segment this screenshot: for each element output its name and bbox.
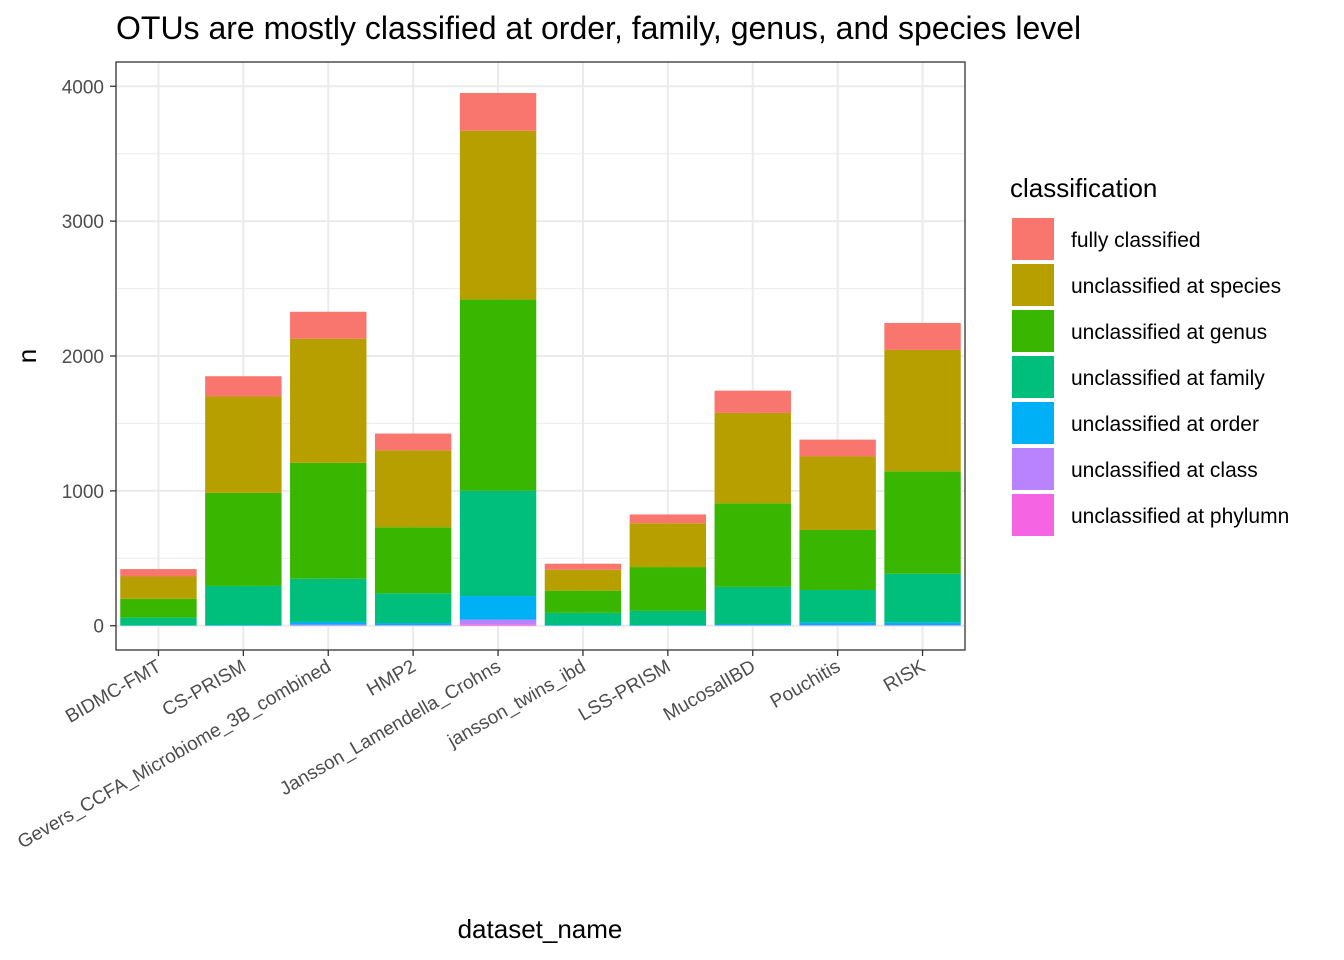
y-tick-label: 4000 — [62, 77, 104, 98]
bar-segment-jansson_twins_ibd-6 — [544, 563, 622, 570]
bar-segment-jansson_twins_ibd-3 — [544, 612, 622, 626]
legend-label: unclassified at species — [1071, 275, 1281, 298]
legend-key — [1012, 218, 1054, 260]
x-tick-label: jansson_twins_ibd — [444, 656, 590, 752]
bar-segment-Jansson_Lamendella_Crohns-2 — [459, 596, 537, 620]
bar-segment-Jansson_Lamendella_Crohns-3 — [459, 490, 537, 597]
legend-label: unclassified at phylumn — [1071, 505, 1289, 528]
bar-segment-MucosalIBD-4 — [714, 503, 791, 587]
bar-segment-Pouchitis-5 — [799, 456, 876, 530]
bar-segment-LSS-PRISM-4 — [629, 567, 707, 611]
y-tick-label: 3000 — [62, 212, 104, 233]
bar-segment-Pouchitis-1 — [799, 625, 876, 626]
bar-segment-Gevers_CCFA_Microbiome_3B_combined-4 — [290, 462, 367, 579]
bar-segment-BIDMC-FMT-6 — [120, 569, 197, 577]
bar-segment-jansson_twins_ibd-5 — [544, 569, 622, 591]
x-axis-title: dataset_name — [458, 914, 623, 944]
legend-label: unclassified at family — [1071, 367, 1265, 390]
bar-segment-Pouchitis-2 — [799, 622, 876, 626]
bar-segment-MucosalIBD-5 — [714, 412, 791, 504]
bars — [120, 93, 961, 626]
x-axis: BIDMC-FMTCS-PRISMGevers_CCFA_Microbiome_… — [14, 650, 929, 853]
bar-segment-Gevers_CCFA_Microbiome_3B_combined-5 — [290, 338, 367, 463]
x-tick-label: Pouchitis — [767, 656, 844, 713]
bar-segment-Pouchitis-3 — [799, 589, 876, 623]
bar-segment-Jansson_Lamendella_Crohns-4 — [459, 299, 537, 491]
legend-label: unclassified at class — [1071, 459, 1258, 482]
bar-segment-LSS-PRISM-3 — [629, 610, 707, 626]
bar-segment-MucosalIBD-3 — [714, 586, 791, 624]
bar-segment-HMP2-1 — [374, 625, 452, 626]
y-axis-title: n — [12, 349, 42, 363]
y-axis: 0 1000 2000 3000 4000 — [62, 77, 116, 638]
bar-segment-MucosalIBD-2 — [714, 623, 791, 626]
bar-segment-Jansson_Lamendella_Crohns-1 — [459, 619, 537, 625]
x-tick-label: RISK — [880, 656, 929, 697]
bar-segment-RISK-2 — [884, 622, 961, 626]
bar-segment-RISK-5 — [884, 349, 961, 472]
bar-segment-Gevers_CCFA_Microbiome_3B_combined-1 — [290, 624, 367, 626]
legend: classification fully classified unclassif… — [1010, 173, 1289, 536]
bar-segment-jansson_twins_ibd-4 — [544, 590, 622, 613]
bar-segment-Pouchitis-6 — [799, 439, 876, 457]
y-tick-label: 1000 — [62, 482, 104, 503]
bar-segment-BIDMC-FMT-4 — [120, 598, 197, 618]
legend-key — [1012, 264, 1054, 306]
bar-segment-CS-PRISM-3 — [205, 585, 282, 626]
bar-segment-Pouchitis-4 — [799, 529, 876, 590]
bar-segment-RISK-4 — [884, 471, 961, 574]
x-tick-label: BIDMC-FMT — [62, 656, 165, 728]
x-tick-label: Gevers_CCFA_Microbiome_3B_combined — [14, 656, 335, 853]
bar-segment-HMP2-2 — [374, 623, 452, 626]
y-tick-label: 0 — [93, 617, 104, 638]
legend-key — [1012, 448, 1054, 490]
legend-title: classification — [1010, 173, 1157, 203]
bar-segment-CS-PRISM-4 — [205, 492, 282, 586]
x-tick-label: HMP2 — [363, 656, 419, 701]
bar-segment-LSS-PRISM-2 — [629, 625, 707, 626]
bar-segment-LSS-PRISM-6 — [629, 514, 707, 524]
x-tick-label: MucosalIBD — [660, 656, 759, 725]
bar-segment-LSS-PRISM-5 — [629, 523, 707, 568]
bar-segment-Jansson_Lamendella_Crohns-6 — [459, 93, 537, 131]
bar-segment-CS-PRISM-5 — [205, 396, 282, 493]
bar-segment-RISK-3 — [884, 573, 961, 623]
bar-segment-Jansson_Lamendella_Crohns-5 — [459, 130, 537, 300]
bar-segment-Gevers_CCFA_Microbiome_3B_combined-6 — [290, 311, 367, 339]
legend-label: fully classified — [1071, 229, 1201, 252]
chart-title: OTUs are mostly classified at order, fam… — [116, 10, 1081, 46]
bar-segment-HMP2-6 — [374, 433, 452, 451]
bar-segment-BIDMC-FMT-3 — [120, 617, 197, 626]
bar-segment-CS-PRISM-6 — [205, 376, 282, 397]
bar-segment-RISK-1 — [884, 625, 961, 626]
bar-segment-HMP2-4 — [374, 527, 452, 594]
bar-segment-RISK-6 — [884, 322, 961, 350]
legend-key — [1012, 494, 1054, 536]
bar-segment-Gevers_CCFA_Microbiome_3B_combined-3 — [290, 578, 367, 622]
bar-segment-HMP2-3 — [374, 593, 452, 624]
bar-segment-Jansson_Lamendella_Crohns-0 — [459, 624, 537, 626]
legend-key — [1012, 402, 1054, 444]
y-tick-label: 2000 — [62, 347, 104, 368]
legend-label: unclassified at order — [1071, 413, 1259, 436]
x-tick-label: LSS-PRISM — [575, 656, 674, 725]
bar-segment-MucosalIBD-6 — [714, 390, 791, 413]
bar-segment-HMP2-5 — [374, 450, 452, 528]
bar-segment-CS-PRISM-2 — [205, 625, 282, 626]
bar-segment-jansson_twins_ibd-2 — [544, 625, 622, 626]
bar-segment-BIDMC-FMT-5 — [120, 576, 197, 599]
bar-segment-Gevers_CCFA_Microbiome_3B_combined-2 — [290, 621, 367, 625]
legend-label: unclassified at genus — [1071, 321, 1267, 344]
legend-key — [1012, 356, 1054, 398]
legend-key — [1012, 310, 1054, 352]
